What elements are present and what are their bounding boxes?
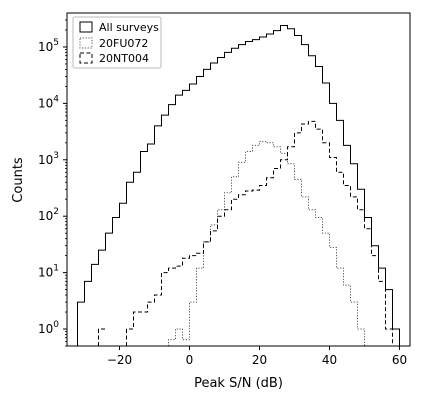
legend-label-20nt004: 20NT004 <box>99 52 149 65</box>
series-layer <box>77 25 400 346</box>
x-tick-label: 0 <box>186 353 194 367</box>
histogram-series-all-surveys <box>77 25 400 346</box>
y-tick-label: 105 <box>38 38 59 54</box>
y-tick-label: 104 <box>38 94 59 110</box>
y-axis-label: Counts <box>11 157 26 203</box>
tick-layer: −20 0 20 40 60 100 101 102 103 104 105 <box>38 19 407 367</box>
x-tick-label: −20 <box>107 353 132 367</box>
legend: All surveys 20FU072 20NT004 <box>72 16 162 69</box>
legend-label-20fu072: 20FU072 <box>99 37 148 50</box>
histogram-series-20nt004 <box>98 120 393 346</box>
y-tick-label: 101 <box>38 264 59 280</box>
y-tick-label: 103 <box>38 151 59 167</box>
x-tick-label: 20 <box>252 353 267 367</box>
legend-swatch-20fu072 <box>79 37 93 49</box>
legend-swatch-20nt004 <box>79 52 93 64</box>
histogram-series-20fu072 <box>168 141 365 346</box>
y-tick-label: 100 <box>38 320 59 336</box>
plot-frame <box>66 12 411 347</box>
x-axis-label: Peak S/N (dB) <box>194 376 283 391</box>
x-tick-label: 40 <box>322 353 337 367</box>
legend-frame <box>72 16 162 69</box>
legend-label-all-surveys: All surveys <box>99 21 159 34</box>
x-tick-label: 60 <box>392 353 407 367</box>
y-tick-label: 102 <box>38 207 59 223</box>
legend-swatch-all-surveys <box>79 21 93 33</box>
